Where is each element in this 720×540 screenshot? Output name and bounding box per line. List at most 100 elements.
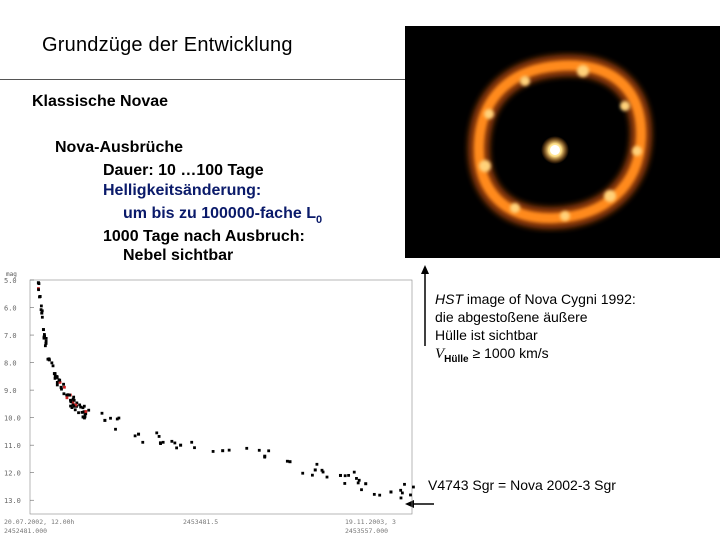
data-point <box>310 473 314 477</box>
data-point <box>75 401 79 405</box>
data-point <box>87 408 91 412</box>
data-point <box>364 482 368 486</box>
data-point <box>158 441 162 445</box>
bullet-nova-outbursts: Nova-Ausbrüche <box>55 139 184 156</box>
data-point <box>80 410 84 414</box>
data-point <box>137 432 141 436</box>
bullet-nebula-visible: Nebel sichtbar <box>123 247 234 264</box>
data-point <box>352 470 356 474</box>
data-point <box>343 482 347 485</box>
data-point <box>267 449 271 453</box>
data-point <box>320 468 324 472</box>
data-point <box>190 440 194 444</box>
data-point <box>175 446 179 450</box>
data-point <box>65 396 69 400</box>
data-point <box>79 405 83 409</box>
data-point <box>42 333 46 336</box>
data-point <box>57 378 61 382</box>
data-point <box>109 416 112 420</box>
velocity-value: ≥ 1000 km/s <box>468 345 549 361</box>
x-tick-label-secondary: 2453557.000 <box>345 527 388 535</box>
lightcurve-caption: V4743 Sgr = Nova 2002-3 Sgr <box>428 477 616 493</box>
y-tick-label: 5.0 <box>4 277 17 285</box>
data-point <box>71 397 75 401</box>
data-point <box>83 413 87 417</box>
caption-line-1: HST image of Nova Cygni 1992: <box>435 290 636 308</box>
data-point <box>399 488 403 492</box>
data-point <box>55 376 59 379</box>
luminosity-subscript: 0 <box>315 214 323 226</box>
data-point <box>84 410 88 413</box>
data-point <box>40 315 44 319</box>
y-tick-label: 13.0 <box>4 497 21 505</box>
data-point <box>356 481 360 485</box>
y-tick-label: 10.0 <box>4 415 21 423</box>
section-heading: Klassische Novae <box>32 93 169 110</box>
data-point <box>117 416 121 420</box>
data-point <box>263 455 267 459</box>
x-tick-label: 19.11.2003, 3 <box>345 518 396 526</box>
data-point <box>355 477 358 480</box>
x-tick-label-secondary: 2452481.000 <box>4 527 47 535</box>
data-point <box>409 493 412 497</box>
caption-line-1-rest: image of Nova Cygni 1992: <box>463 291 636 307</box>
data-point <box>133 434 137 438</box>
data-point <box>257 448 261 452</box>
data-point <box>50 361 54 365</box>
data-point <box>70 406 74 410</box>
data-point <box>62 382 65 386</box>
data-point <box>103 418 107 422</box>
data-point <box>77 411 80 415</box>
data-point <box>38 295 41 299</box>
data-point <box>55 383 59 387</box>
data-point <box>55 381 59 384</box>
data-point <box>399 496 403 500</box>
data-point <box>389 490 393 494</box>
data-point <box>84 412 88 416</box>
data-point <box>179 443 183 447</box>
data-point <box>82 410 86 414</box>
data-point <box>47 357 51 361</box>
data-point <box>173 441 177 445</box>
data-point <box>41 328 45 332</box>
data-point <box>60 387 63 391</box>
data-point <box>72 395 76 399</box>
data-point <box>37 282 41 286</box>
x-tick-label: 2453481.5 <box>183 518 218 526</box>
bullet-after-outburst: 1000 Tage nach Ausbruch: <box>103 228 305 245</box>
data-point <box>53 374 57 378</box>
data-point <box>69 404 72 408</box>
data-point <box>193 446 196 450</box>
x-tick-label: 20.07.2002, 12.00h <box>4 518 75 526</box>
y-tick-label: 9.0 <box>4 387 17 395</box>
caption-line-3: Hülle ist sichtbar <box>435 327 538 343</box>
data-point <box>44 336 48 340</box>
data-point <box>301 471 305 475</box>
data-point <box>44 339 48 343</box>
data-point <box>71 403 75 406</box>
title-divider <box>0 79 720 80</box>
velocity-symbol: V <box>435 346 445 362</box>
caption-hst: HST <box>435 291 463 307</box>
data-point <box>321 470 325 474</box>
data-point <box>43 344 47 348</box>
data-point <box>412 485 415 489</box>
nova-shell-image <box>405 26 720 258</box>
data-point <box>62 392 66 396</box>
data-point <box>360 488 363 492</box>
data-point <box>82 404 86 408</box>
data-point <box>227 448 231 452</box>
data-point <box>347 473 351 477</box>
data-point <box>221 449 225 453</box>
data-point <box>66 393 70 397</box>
data-point <box>372 492 376 496</box>
data-point <box>39 304 43 308</box>
data-point <box>343 474 347 478</box>
y-tick-label: 7.0 <box>4 332 17 340</box>
data-point <box>42 336 46 340</box>
data-point <box>58 380 62 384</box>
data-point <box>44 341 48 345</box>
y-tick-label: 12.0 <box>4 470 21 478</box>
data-point <box>357 478 361 482</box>
